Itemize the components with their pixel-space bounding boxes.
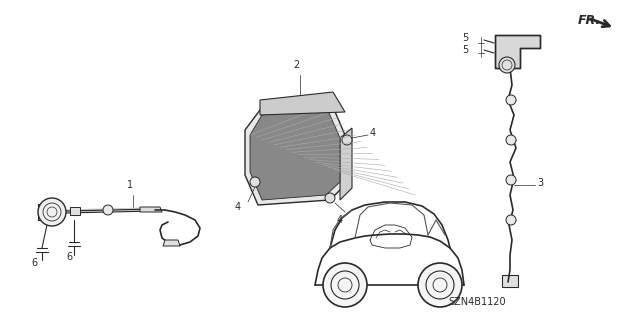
FancyBboxPatch shape	[502, 275, 518, 287]
Text: 4: 4	[370, 128, 376, 138]
Circle shape	[418, 263, 462, 307]
Text: 1: 1	[127, 180, 133, 190]
Polygon shape	[495, 35, 540, 68]
Circle shape	[342, 135, 352, 145]
Circle shape	[323, 263, 367, 307]
Circle shape	[325, 193, 335, 203]
Polygon shape	[250, 106, 340, 200]
Text: 6: 6	[31, 258, 37, 268]
Polygon shape	[260, 92, 345, 115]
Text: 2: 2	[293, 60, 299, 70]
Circle shape	[506, 135, 516, 145]
Circle shape	[506, 175, 516, 185]
Text: 3: 3	[537, 178, 543, 188]
Text: FR.: FR.	[578, 14, 601, 27]
Polygon shape	[245, 100, 345, 205]
Circle shape	[506, 95, 516, 105]
Circle shape	[499, 57, 515, 73]
Circle shape	[38, 198, 66, 226]
Circle shape	[103, 205, 113, 215]
Polygon shape	[38, 204, 46, 220]
Circle shape	[250, 177, 260, 187]
Text: 6: 6	[66, 252, 72, 262]
Polygon shape	[140, 207, 162, 212]
Text: 5: 5	[461, 45, 468, 55]
Text: SZN4B1120: SZN4B1120	[448, 297, 506, 307]
Polygon shape	[70, 207, 80, 215]
Circle shape	[506, 215, 516, 225]
Polygon shape	[163, 240, 180, 246]
Text: 5: 5	[461, 33, 468, 43]
Text: 4: 4	[235, 202, 241, 212]
Polygon shape	[340, 128, 352, 200]
Text: 4: 4	[337, 215, 343, 225]
